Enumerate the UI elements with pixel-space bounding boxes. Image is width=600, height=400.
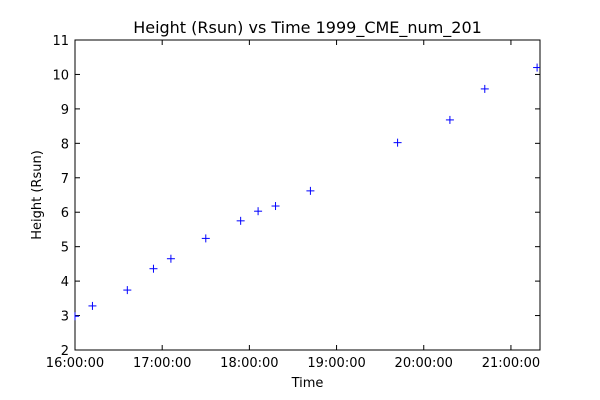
y-tick-label: 9 <box>61 103 69 118</box>
data-point <box>445 115 454 124</box>
x-tick-label: 19:00:00 <box>307 356 365 371</box>
data-point <box>123 286 132 295</box>
x-tick-label: 18:00:00 <box>220 356 278 371</box>
data-point <box>236 216 245 225</box>
x-tick-label: 21:00:00 <box>482 356 540 371</box>
data-point <box>533 63 540 72</box>
data-point <box>74 312 79 321</box>
y-tick-label: 4 <box>61 275 69 290</box>
data-point <box>166 254 175 263</box>
x-tick-label: 20:00:00 <box>395 356 453 371</box>
y-tick-label: 8 <box>61 137 69 152</box>
data-point <box>88 301 97 310</box>
x-tick-label: 16:00:00 <box>46 356 104 371</box>
y-tick-label: 6 <box>61 206 69 221</box>
data-points <box>74 63 540 321</box>
y-tick-label: 10 <box>52 68 69 83</box>
y-axis-label: Height (Rsun) <box>30 150 45 240</box>
y-tick-label: 7 <box>61 172 69 187</box>
x-axis-label: Time <box>291 376 324 391</box>
y-tick-label: 5 <box>61 241 69 256</box>
plot-area <box>74 39 541 351</box>
data-point <box>254 207 263 216</box>
data-point <box>201 234 210 243</box>
x-axis-ticks: 16:00:00 17:00:00 18:00:00 19:00:00 20:00:00… <box>46 40 540 371</box>
y-axis-ticks: 2 3 4 5 6 7 8 9 10 11 <box>52 34 540 359</box>
y-tick-label: 2 <box>61 344 69 359</box>
plot-frame <box>74 39 541 351</box>
data-point <box>306 186 315 195</box>
data-point <box>480 84 489 93</box>
x-tick-label: 17:00:00 <box>133 356 191 371</box>
y-tick-label: 11 <box>52 34 69 49</box>
data-point <box>271 202 280 211</box>
y-tick-label: 3 <box>61 310 69 325</box>
data-point <box>149 264 158 273</box>
data-point <box>393 138 402 147</box>
chart-title: Height (Rsun) vs Time 1999_CME_num_201 <box>133 18 482 38</box>
